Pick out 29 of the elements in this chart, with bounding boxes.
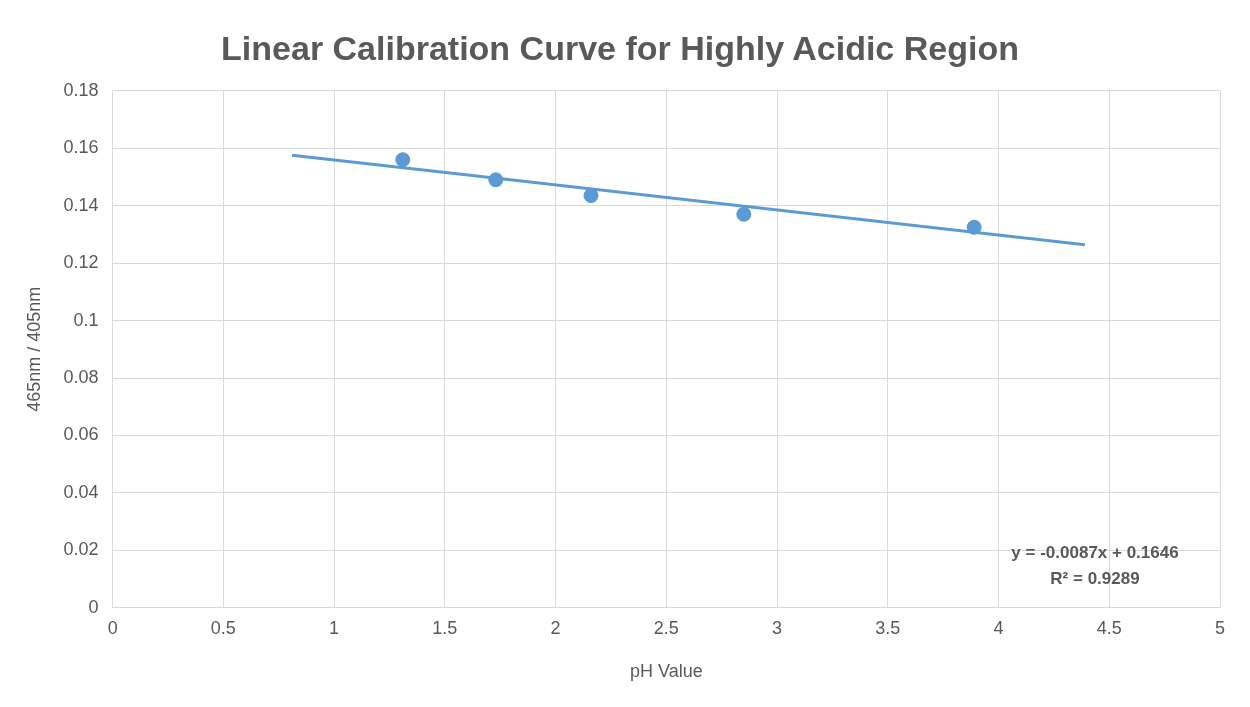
x-tick-label: 4.5	[1096, 617, 1122, 638]
y-tick-label: 0.16	[63, 137, 99, 158]
annotation: R² = 0.9289	[1050, 568, 1140, 588]
y-tick-label: 0	[88, 596, 99, 617]
y-tick-label: 0.02	[63, 539, 99, 560]
point	[583, 188, 599, 204]
x-tick-label: 2.5	[653, 617, 679, 638]
x-tick-label: 5	[1214, 617, 1226, 638]
chart-title: Linear Calibration Curve for Highly Acidic Region	[221, 28, 1019, 67]
y-tick-label: 0.14	[63, 194, 99, 215]
x-tick-label: 4	[993, 617, 1004, 638]
point	[395, 152, 411, 168]
x-tick-label: 0.5	[210, 617, 236, 638]
y-tick-label: 0.06	[63, 424, 99, 445]
x-tick-label: 3.5	[875, 617, 901, 638]
y-tick-label: 0.18	[63, 79, 99, 100]
x-tick-label: 1	[329, 617, 340, 638]
y-tick-label: 0.1	[73, 309, 99, 330]
x-tick-label: 3	[772, 617, 783, 638]
y-tick-label: 0.12	[63, 252, 99, 273]
x-tick-label: 1.5	[432, 617, 458, 638]
x-tick-label: 0	[107, 617, 118, 638]
point	[736, 206, 752, 222]
y-tick-label: 0.08	[63, 366, 99, 387]
y-axis-title: 465nm / 405nm	[23, 286, 44, 412]
x-axis-title: pH Value	[629, 661, 703, 682]
y-tick-label: 0.04	[63, 481, 99, 502]
x-tick-label: 2	[550, 617, 561, 638]
annotation: y = -0.0087x + 0.1646	[1011, 542, 1179, 562]
